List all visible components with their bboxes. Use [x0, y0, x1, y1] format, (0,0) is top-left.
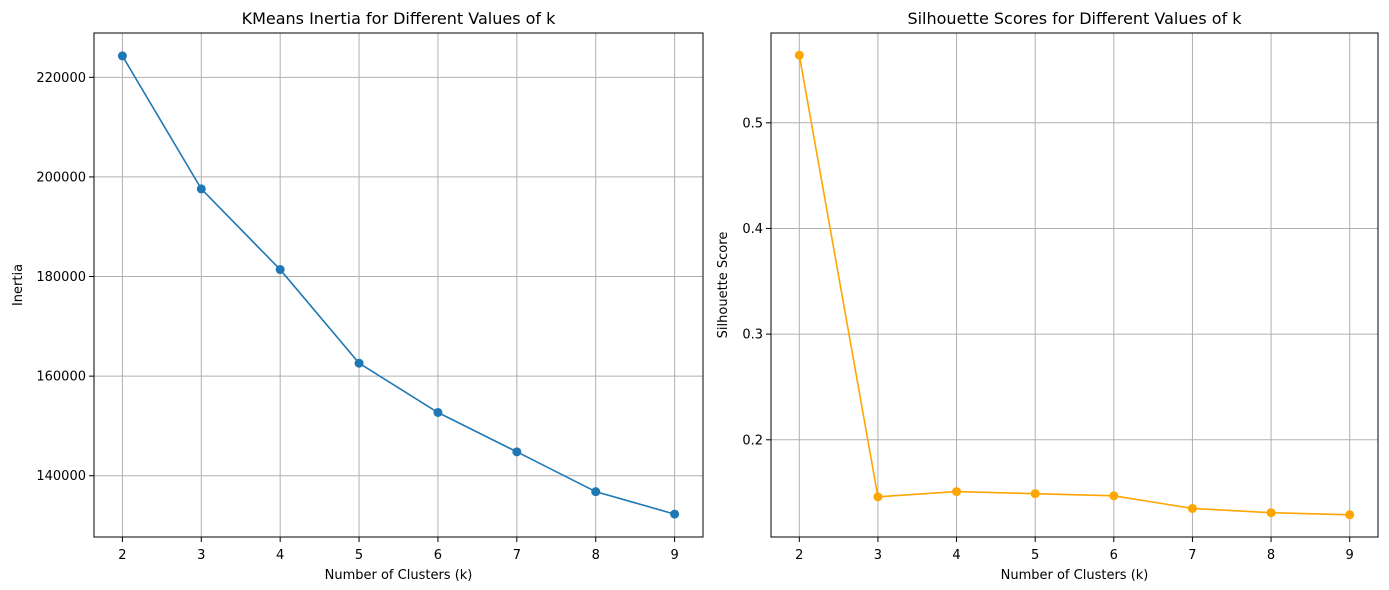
silhouette-series	[794, 50, 1355, 520]
inertia-y-tick-label: 200000	[36, 170, 86, 185]
inertia-y-tick-label: 160000	[36, 370, 86, 385]
inertia-y-tick-label: 220000	[36, 71, 86, 86]
inertia-x-tick-label: 6	[434, 548, 442, 563]
silhouette-x-tick-label: 2	[795, 548, 803, 563]
inertia-plot-frame	[93, 32, 704, 538]
inertia-y-axis-label: Inertia	[11, 264, 26, 306]
inertia-gridlines	[94, 33, 703, 537]
inertia-x-tick-label: 5	[355, 548, 363, 563]
inertia-chart: 2 3 4 5 6 7 8 9 140000 160000 180000 200000 220000 K…	[11, 9, 704, 583]
silhouette-y-tick-label: 0.4	[742, 222, 763, 237]
inertia-data-point	[275, 265, 285, 275]
silhouette-ticks: 2 3 4 5 6 7 8 9 0.2 0.3 0.4 0.5	[742, 116, 1354, 563]
inertia-x-tick-label: 2	[118, 548, 126, 563]
silhouette-data-point	[794, 50, 804, 60]
silhouette-x-tick-label: 5	[1031, 548, 1039, 563]
silhouette-chart-title: Silhouette Scores for Different Values o…	[907, 9, 1242, 28]
silhouette-data-point	[952, 487, 962, 497]
silhouette-series-line	[798, 55, 1350, 516]
silhouette-data-point	[1266, 508, 1276, 518]
silhouette-chart: 2 3 4 5 6 7 8 9 0.2 0.3 0.4 0.5 Silhouette Scores f…	[716, 9, 1379, 583]
silhouette-y-axis-label: Silhouette Score	[716, 232, 731, 339]
silhouette-data-point	[873, 492, 883, 502]
inertia-series-line	[121, 55, 675, 515]
silhouette-y-tick-label: 0.2	[742, 433, 763, 448]
inertia-x-tick-label: 3	[197, 548, 205, 563]
inertia-x-tick-label: 8	[592, 548, 600, 563]
silhouette-x-tick-label: 3	[874, 548, 882, 563]
inertia-data-point	[354, 358, 364, 368]
inertia-y-tick-label: 140000	[36, 469, 86, 484]
inertia-x-axis-label: Number of Clusters (k)	[325, 568, 473, 583]
silhouette-x-tick-label: 6	[1110, 548, 1118, 563]
inertia-x-tick-label: 7	[513, 548, 521, 563]
inertia-y-tick-label: 180000	[36, 270, 86, 285]
inertia-x-tick-label: 9	[670, 548, 678, 563]
silhouette-gridlines	[771, 33, 1378, 537]
inertia-series	[117, 51, 680, 519]
silhouette-x-tick-label: 7	[1188, 548, 1196, 563]
inertia-data-point	[512, 447, 522, 457]
silhouette-y-tick-label: 0.3	[742, 328, 763, 343]
inertia-chart-title: KMeans Inertia for Different Values of k	[242, 9, 557, 28]
inertia-x-tick-label: 4	[276, 548, 284, 563]
silhouette-plot-frame	[770, 32, 1379, 538]
inertia-data-point	[196, 184, 206, 194]
inertia-ticks: 2 3 4 5 6 7 8 9 140000 160000 180000 200000 220000	[36, 71, 678, 563]
silhouette-x-axis-label: Number of Clusters (k)	[1001, 568, 1149, 583]
silhouette-x-tick-label: 9	[1346, 548, 1354, 563]
silhouette-x-tick-label: 4	[952, 548, 960, 563]
silhouette-x-tick-label: 8	[1267, 548, 1275, 563]
inertia-data-point	[591, 487, 601, 497]
silhouette-data-point	[1030, 489, 1040, 499]
silhouette-data-point	[1345, 510, 1355, 520]
silhouette-y-tick-label: 0.5	[742, 116, 763, 131]
silhouette-data-point	[1187, 503, 1197, 513]
inertia-data-point	[433, 407, 443, 417]
inertia-data-point	[117, 51, 127, 61]
silhouette-data-point	[1109, 491, 1119, 501]
inertia-data-point	[670, 509, 680, 519]
